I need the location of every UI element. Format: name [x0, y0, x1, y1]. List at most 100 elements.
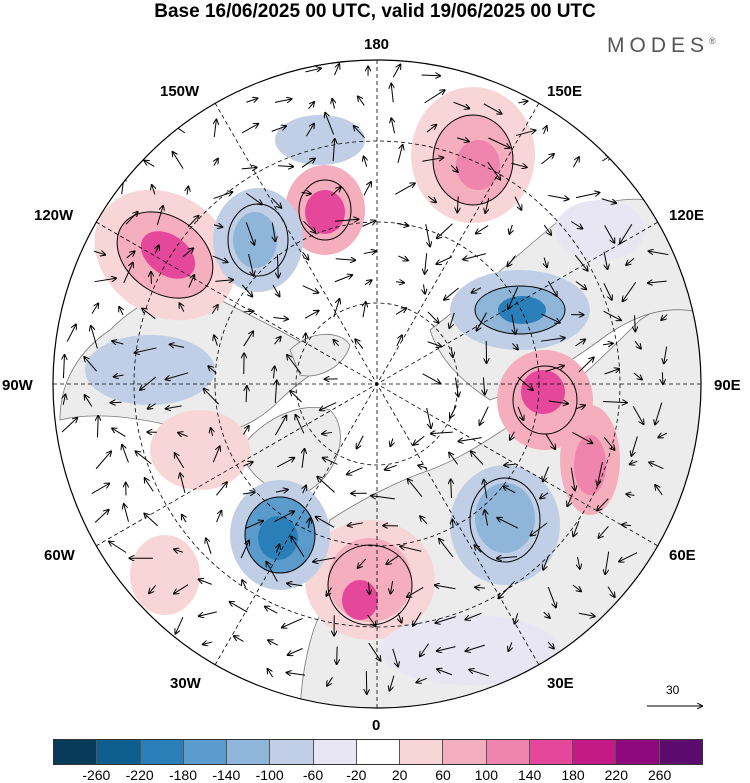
- wind-vector: [335, 259, 355, 260]
- wind-vector: [465, 612, 482, 619]
- lon-label-90w: 90W: [2, 377, 33, 394]
- wind-vector: [541, 338, 565, 342]
- wind-vector: [173, 152, 184, 169]
- anomaly-high-2-core: [456, 140, 500, 190]
- wind-vector: [305, 334, 306, 343]
- wind-vector: [649, 251, 669, 256]
- colorbar-tick-label: 100: [474, 767, 499, 783]
- wind-vector: [323, 458, 338, 465]
- wind-vector: [449, 453, 458, 465]
- anomaly-high-7: [150, 410, 250, 490]
- wind-vector: [199, 579, 212, 585]
- wind-vector: [545, 366, 564, 372]
- wind-vector: [632, 406, 643, 424]
- wind-vector: [515, 130, 535, 136]
- wind-vector: [603, 401, 627, 402]
- wind-vector: [425, 253, 427, 274]
- wind-vector: [392, 648, 398, 667]
- wind-vector: [453, 101, 470, 108]
- wind-vector: [421, 75, 440, 76]
- wind-vector: [631, 436, 638, 456]
- colorbar-tick-label: -140: [212, 767, 241, 783]
- wind-vector: [543, 556, 549, 570]
- wind-vector: [176, 616, 184, 634]
- contour-2: [432, 114, 514, 206]
- wind-vector: [214, 335, 217, 346]
- wind-vector: [444, 287, 460, 300]
- wind-vector: [302, 449, 304, 468]
- wind-vector: [619, 552, 638, 562]
- wind-vector: [574, 254, 587, 270]
- colorbar-cell: [529, 740, 574, 764]
- colorbar-tick-label: 220: [604, 767, 629, 783]
- wind-vector: [390, 438, 392, 447]
- wind-vector: [358, 558, 367, 568]
- wind-vector: [122, 445, 129, 463]
- wind-vector: [212, 446, 219, 463]
- wind-vector: [483, 103, 502, 114]
- wind-vector: [508, 642, 511, 651]
- wind-vector: [245, 192, 262, 204]
- wind-vector: [333, 139, 335, 162]
- wind-vector: [497, 557, 518, 559]
- wind-vector: [234, 636, 244, 642]
- wind-vector: [175, 453, 185, 469]
- wind-vector: [144, 514, 158, 527]
- wind-vector: [476, 225, 489, 234]
- wind-vector: [240, 541, 249, 559]
- wind-vector: [216, 511, 222, 523]
- anomaly-low-4-core: [475, 483, 535, 553]
- wind-vector: [277, 166, 293, 167]
- wind-vector: [572, 584, 581, 591]
- wind-vector: [308, 102, 315, 110]
- wind-vector: [471, 451, 484, 465]
- wind-vector: [658, 433, 668, 437]
- wind-vector: [334, 64, 340, 76]
- wind-vector: [274, 416, 286, 436]
- wind-vector: [206, 538, 212, 554]
- colorbar: [53, 739, 703, 765]
- colorbar-tick-label: 60: [435, 767, 451, 783]
- wind-vector: [213, 192, 233, 199]
- colorbar-tick-label: 180: [561, 767, 585, 783]
- anomaly-low-1-core: [233, 212, 277, 268]
- wind-vector: [371, 496, 395, 499]
- wind-vector: [301, 159, 315, 168]
- wind-vector: [488, 137, 509, 148]
- wind-vector: [144, 161, 155, 167]
- wind-vector: [394, 183, 415, 195]
- lon-label-150w: 150W: [160, 83, 200, 100]
- wind-vector: [155, 246, 159, 254]
- wind-vector: [178, 433, 188, 437]
- wind-vector: [603, 310, 621, 320]
- contour-3: [298, 179, 352, 241]
- wind-vector: [398, 612, 401, 623]
- wind-vector: [148, 403, 156, 409]
- wind-vector: [543, 224, 551, 235]
- wind-vector: [84, 357, 98, 372]
- wind-vector: [503, 486, 516, 494]
- wind-vector: [325, 113, 335, 135]
- wind-vector: [661, 314, 668, 320]
- wind-vector: [626, 257, 635, 265]
- wind-vector: [317, 477, 335, 493]
- wind-vector: [603, 437, 614, 449]
- wind-vector: [266, 562, 278, 582]
- wind-vector: [664, 346, 667, 364]
- wind-vector: [391, 84, 393, 103]
- wind-vector: [544, 257, 547, 268]
- wind-vector: [515, 613, 518, 623]
- wind-vector: [435, 585, 456, 590]
- wind-vector: [598, 525, 609, 538]
- wind-vector: [397, 145, 403, 163]
- wind-vector: [602, 343, 613, 344]
- wind-vector: [575, 281, 586, 290]
- wind-vector: [573, 520, 580, 536]
- wind-vector: [326, 587, 332, 596]
- wind-vector: [94, 510, 108, 523]
- wind-vector: [485, 510, 488, 526]
- wind-vector: [511, 162, 526, 167]
- wind-vector: [466, 644, 485, 651]
- wind-vector: [541, 154, 554, 165]
- wind-vector: [390, 580, 392, 594]
